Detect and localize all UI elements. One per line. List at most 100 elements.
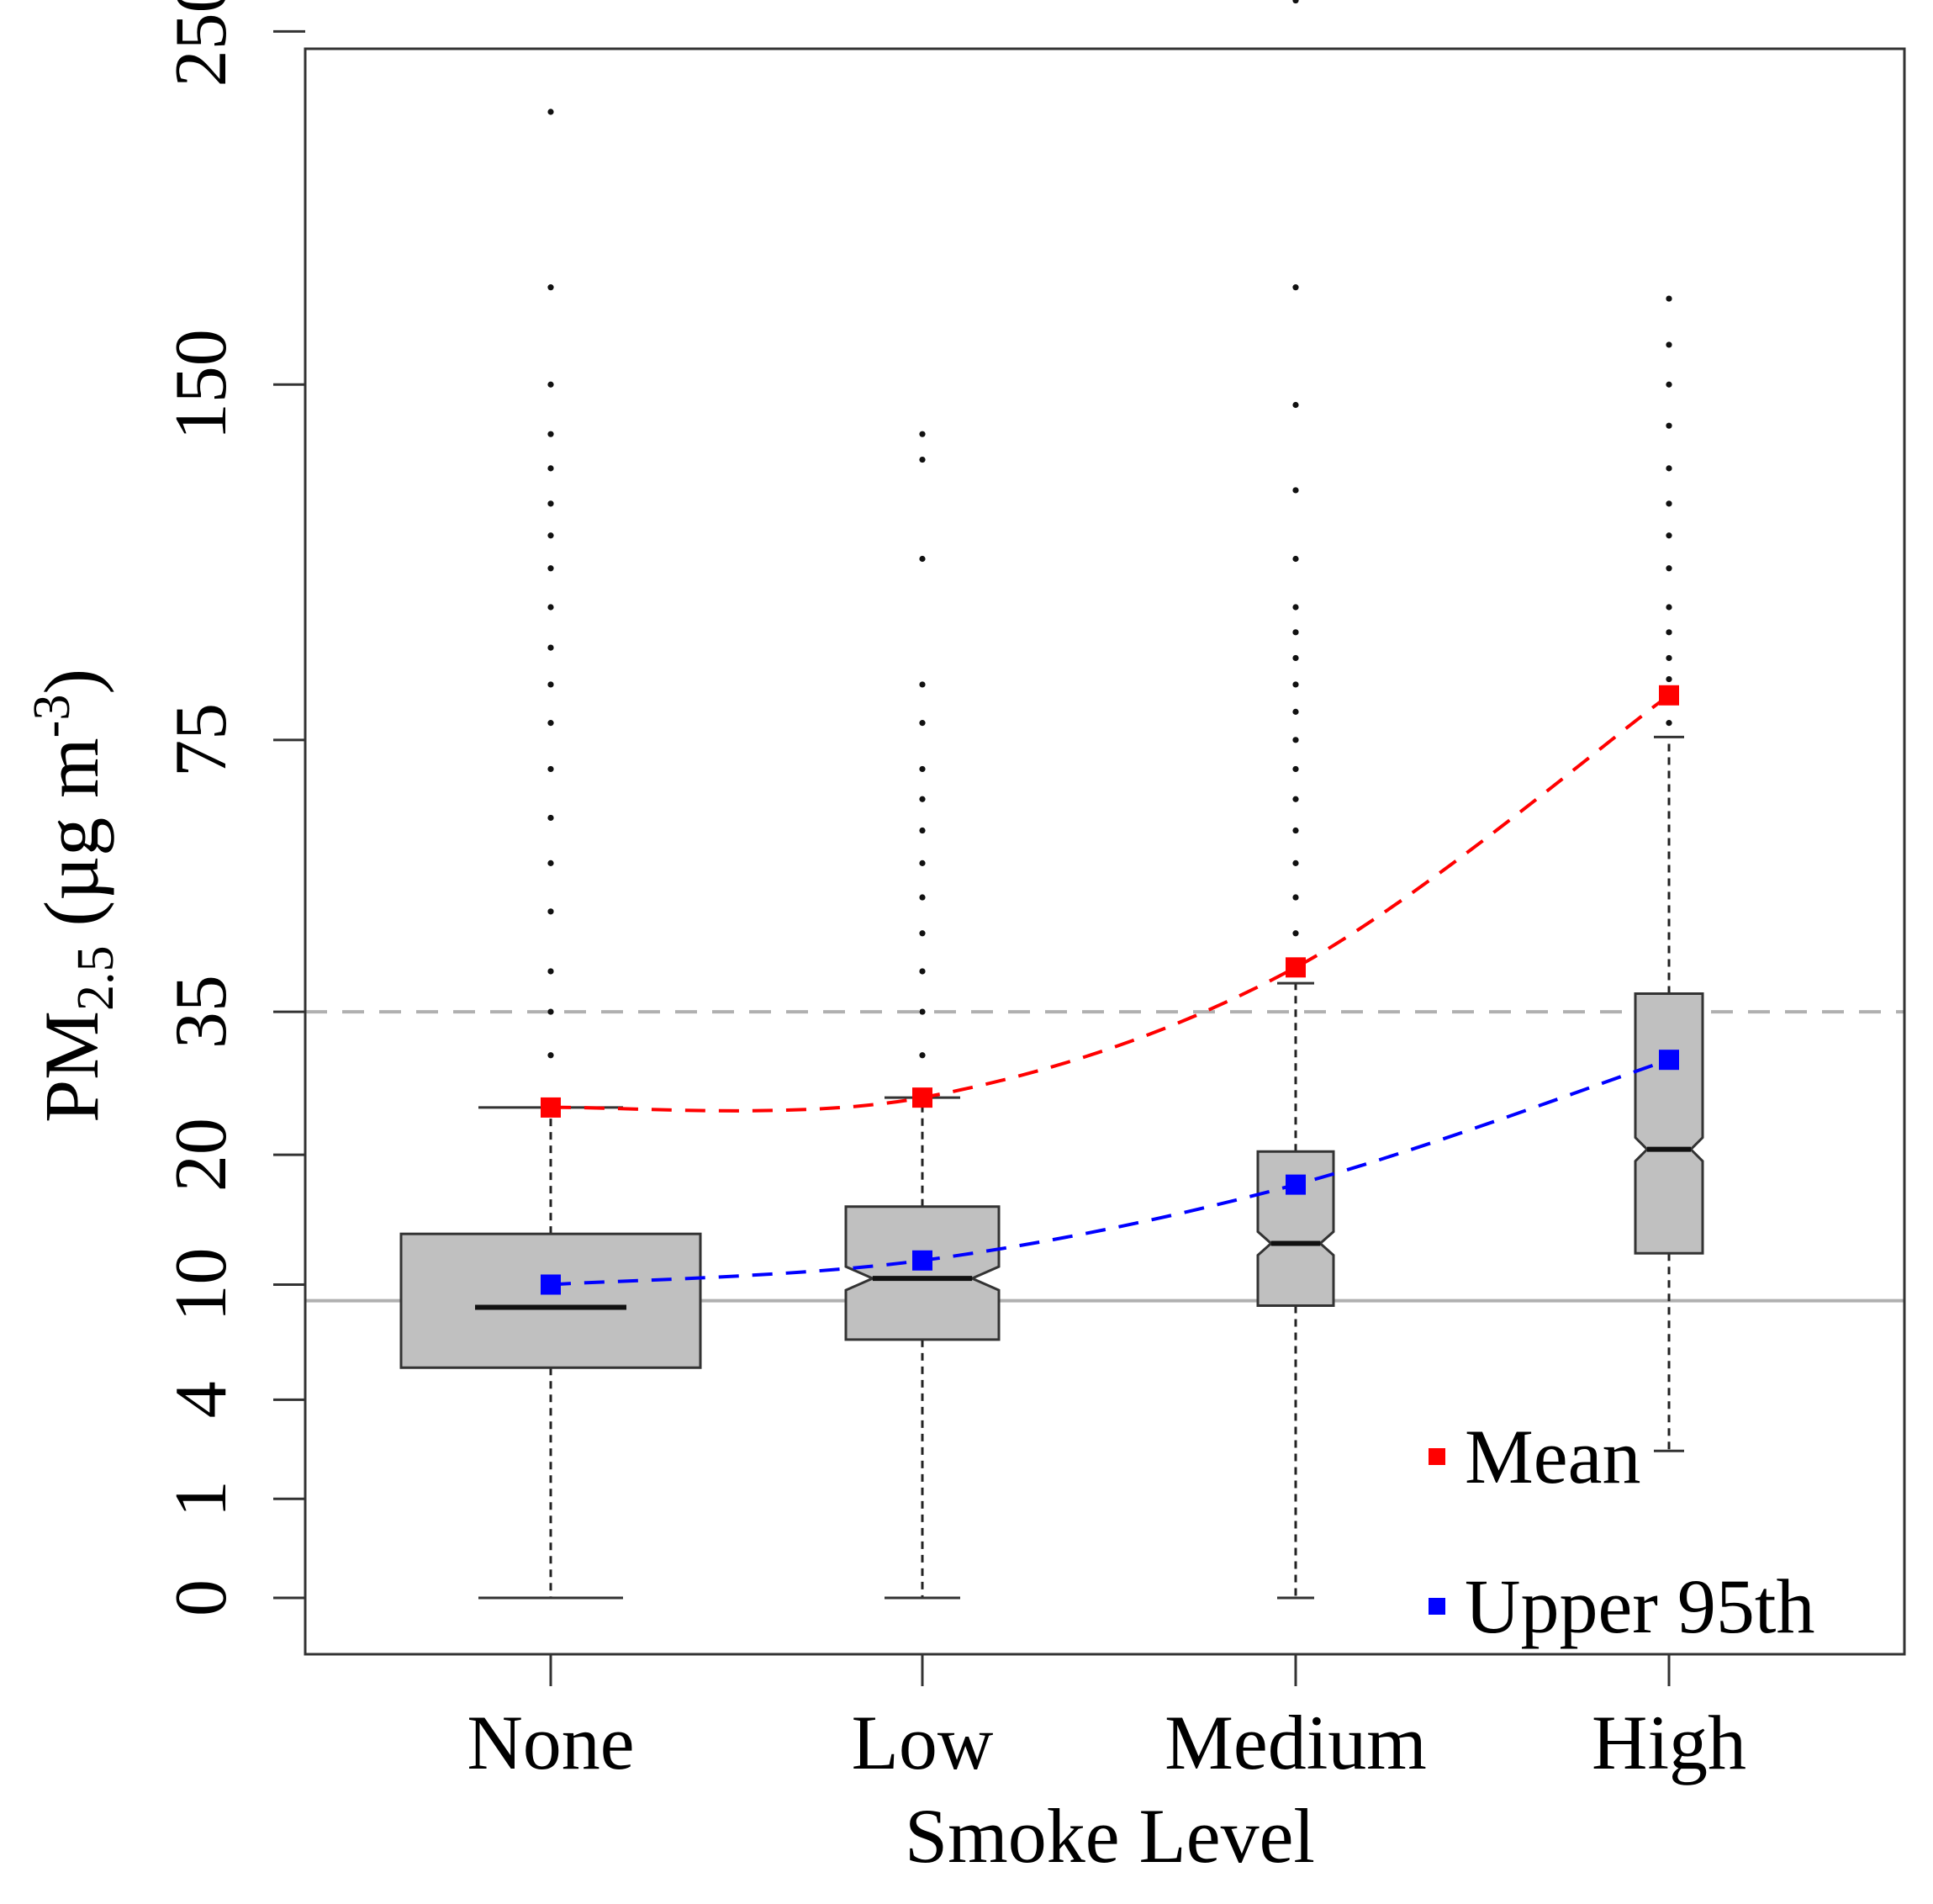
- legend-label: Mean: [1465, 1414, 1640, 1499]
- x-tick-label: Medium: [1165, 1700, 1427, 1785]
- outlier-point: [1292, 930, 1299, 937]
- outlier-point: [547, 644, 554, 651]
- box-low: [844, 431, 1001, 1600]
- outlier-point: [1292, 827, 1299, 834]
- outlier-point: [547, 108, 554, 115]
- box-body: [1634, 992, 1704, 1255]
- outlier-point: [547, 284, 554, 291]
- outlier-point: [1666, 675, 1672, 683]
- x-tick-label: None: [467, 1700, 634, 1785]
- outlier-point: [1666, 341, 1672, 348]
- upper-95th-line: [550, 1058, 1670, 1287]
- box-body: [844, 1205, 1001, 1341]
- outlier-point: [1292, 796, 1299, 802]
- legend: Mean Upper 95th: [1429, 1414, 1814, 1649]
- mean-line: [550, 694, 1671, 1113]
- y-tick-label: 75: [161, 703, 242, 777]
- plot-frame: [304, 47, 1906, 1656]
- outlier-point: [1292, 894, 1299, 901]
- box-high: [1634, 295, 1704, 1452]
- box-none: [399, 108, 702, 1600]
- y-axis: 0 1 4 10 20 35 75 150 250: [161, 0, 305, 1616]
- outlier-point: [1666, 295, 1672, 302]
- outlier-point: [547, 565, 554, 572]
- outlier-point: [1292, 708, 1299, 715]
- outlier-point: [547, 765, 554, 773]
- outlier-point: [919, 431, 926, 437]
- outlier-point: [1666, 500, 1672, 507]
- legend-marker: [1429, 1448, 1445, 1465]
- mean-point: [541, 1097, 561, 1118]
- box-body: [399, 1232, 702, 1369]
- outlier-point: [547, 1008, 554, 1015]
- outlier-point: [919, 796, 926, 802]
- x-axis: None Low Medium High: [467, 1654, 1746, 1785]
- outlier-point: [547, 1052, 554, 1059]
- box-body: [1256, 1150, 1335, 1308]
- upper-95th-point: [541, 1274, 561, 1295]
- upper-95th-point: [912, 1250, 932, 1271]
- outlier-point: [547, 532, 554, 539]
- outlier-point: [547, 681, 554, 688]
- legend-marker: [1429, 1598, 1445, 1615]
- outlier-point: [1292, 555, 1299, 563]
- outlier-point: [547, 465, 554, 472]
- y-tick-label: 150: [161, 329, 242, 440]
- outlier-point: [547, 859, 554, 866]
- outlier-point: [1666, 629, 1672, 636]
- outlier-point: [919, 456, 926, 463]
- y-tick-label: 1: [161, 1480, 242, 1517]
- y-title-main: PM: [29, 1011, 114, 1123]
- outlier-point: [547, 381, 554, 388]
- box-plots: [399, 0, 1704, 1600]
- x-tick-label: High: [1592, 1700, 1746, 1785]
- outlier-point: [1292, 604, 1299, 611]
- outlier-point: [547, 908, 554, 915]
- y-title-units: (µg m: [29, 738, 114, 945]
- upper-95th-point: [1659, 1050, 1679, 1071]
- outlier-point: [547, 968, 554, 975]
- outlier-point: [1292, 284, 1299, 291]
- upper-95th-point: [1286, 1174, 1306, 1195]
- y-axis-title: PM2.5 (µg m-3): [24, 669, 124, 1123]
- outlier-point: [1292, 681, 1299, 688]
- outlier-point: [1292, 0, 1299, 4]
- outlier-point: [1292, 401, 1299, 409]
- outlier-point: [919, 968, 926, 975]
- outlier-point: [919, 859, 926, 866]
- x-axis-title: Smoke Level: [905, 1793, 1315, 1879]
- outlier-point: [1292, 629, 1299, 636]
- outlier-point: [547, 500, 554, 507]
- y-tick-label: 0: [161, 1579, 242, 1616]
- y-tick-label: 250: [161, 0, 242, 87]
- outlier-point: [1666, 532, 1672, 539]
- mean-point: [1659, 685, 1679, 706]
- outlier-point: [1666, 654, 1672, 662]
- outlier-point: [919, 555, 926, 563]
- outlier-point: [547, 720, 554, 727]
- outlier-point: [1666, 381, 1672, 388]
- y-tick-label: 10: [161, 1247, 242, 1321]
- outlier-point: [919, 1052, 926, 1059]
- series-lines: [541, 685, 1679, 1295]
- outlier-point: [919, 894, 926, 901]
- outlier-point: [919, 720, 926, 727]
- outlier-point: [1666, 565, 1672, 572]
- mean-point: [1286, 957, 1306, 978]
- y-title-power: -3: [24, 695, 81, 738]
- outlier-point: [1666, 465, 1672, 472]
- outlier-point: [1292, 765, 1299, 773]
- legend-label: Upper 95th: [1465, 1563, 1814, 1649]
- y-tick-label: 20: [161, 1118, 242, 1192]
- outlier-point: [1666, 604, 1672, 611]
- outlier-point: [547, 814, 554, 822]
- x-tick-label: Low: [852, 1700, 994, 1785]
- outlier-point: [919, 765, 926, 773]
- outlier-point: [1292, 487, 1299, 494]
- outlier-point: [547, 431, 554, 437]
- box-medium: [1256, 0, 1335, 1600]
- outlier-point: [919, 1008, 926, 1015]
- outlier-point: [547, 604, 554, 611]
- outlier-point: [1666, 422, 1672, 429]
